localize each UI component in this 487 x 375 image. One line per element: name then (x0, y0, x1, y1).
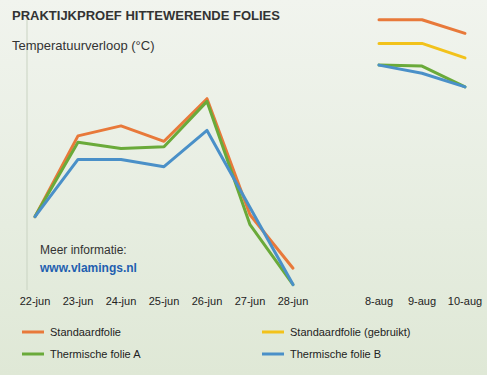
chart: PRAKTIJKPROEF HITTEWERENDE FOLIES Tempera… (0, 0, 487, 375)
x-tick-label: 28-jun (278, 295, 309, 307)
legend-swatch (262, 331, 284, 334)
x-tick-label: 25-jun (149, 295, 180, 307)
title: PRAKTIJKPROEF HITTEWERENDE FOLIES (12, 8, 280, 23)
series-line (379, 43, 465, 58)
x-tick-label: 23-jun (63, 295, 94, 307)
lines (35, 20, 465, 285)
legend-swatch (262, 353, 284, 356)
legend-swatch (22, 353, 44, 356)
series-line (35, 65, 465, 285)
legend-label: Standaardfolie (gebruikt) (290, 326, 410, 338)
x-tick-label: 9-aug (408, 295, 436, 307)
annotation: Meer informatie: (40, 243, 127, 257)
annotation: www.vlamings.nl (39, 261, 137, 275)
legend-swatch (22, 331, 44, 334)
x-tick-label: 27-jun (235, 295, 266, 307)
series-line (35, 65, 465, 285)
x-tick-label: 8-aug (365, 295, 393, 307)
legend-label: Standaardfolie (50, 326, 121, 338)
y-axis-line (27, 18, 28, 290)
background (0, 0, 487, 375)
legend-label: Thermische folie B (290, 348, 381, 360)
x-tick-label: 10-aug (448, 295, 482, 307)
x-tick-label: 24-jun (106, 295, 137, 307)
x-tick-label: 22-jun (20, 295, 51, 307)
x-tick-label: 26-jun (192, 295, 223, 307)
subtitle: Temperatuurverloop (°C) (12, 38, 154, 53)
legend-label: Thermische folie A (50, 348, 141, 360)
